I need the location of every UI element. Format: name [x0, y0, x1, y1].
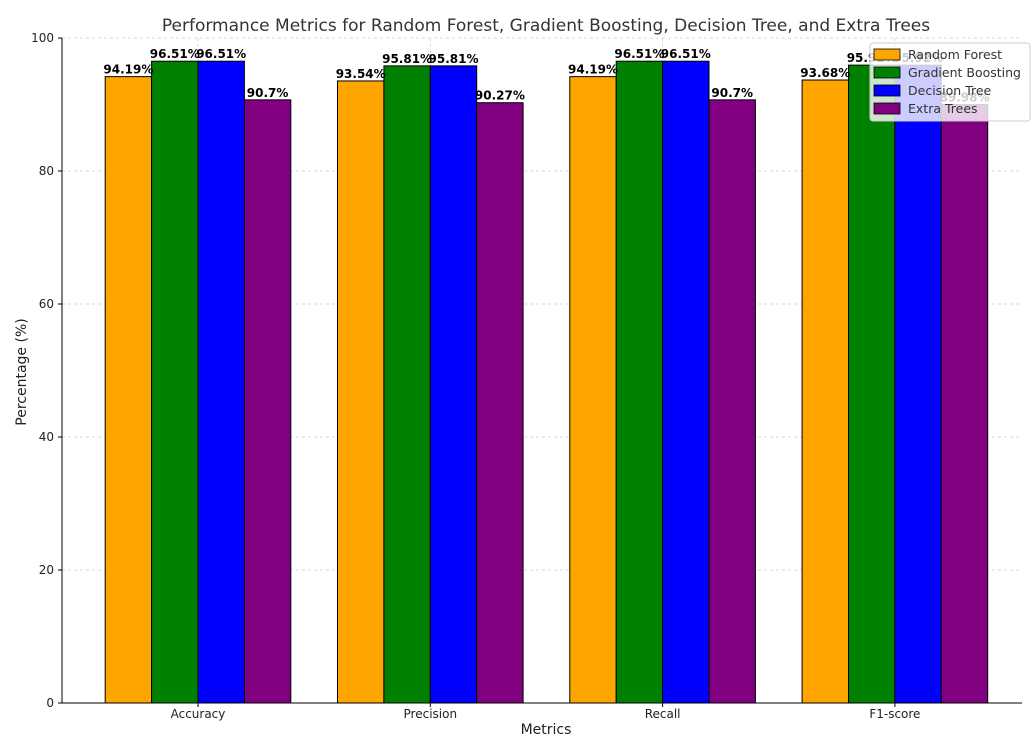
bar-random-forest-accuracy — [104, 76, 153, 704]
bar-random-forest-precision — [337, 80, 385, 704]
data-label: 94.19% — [568, 63, 618, 77]
y-axis-label: Percentage (%) — [14, 318, 30, 425]
bar-decision-tree-precision — [429, 65, 478, 704]
data-label: 93.68% — [800, 66, 850, 80]
bar-decision-tree-accuracy — [197, 60, 245, 704]
bar-extra-trees-precision — [476, 102, 524, 704]
data-label: 96.51% — [661, 47, 711, 61]
data-label: 93.54% — [336, 67, 386, 81]
legend: Random Forest Gradient Boosting Decision T… — [869, 42, 1031, 122]
y-tick-label: 80 — [39, 164, 54, 178]
legend-box — [869, 42, 1031, 122]
data-label: 96.51% — [614, 47, 664, 61]
legend-swatch — [873, 66, 901, 79]
bar-gradient-boosting-recall — [615, 60, 664, 704]
y-tick-label: 100 — [31, 31, 54, 45]
data-label: 90.27% — [475, 89, 525, 103]
data-label: 95.81% — [429, 52, 479, 66]
bar-extra-trees-recall — [708, 99, 756, 704]
axes — [58, 37, 1022, 707]
legend-label: Decision Tree — [908, 83, 992, 98]
data-label: 95.81% — [382, 52, 432, 66]
bar-decision-tree-recall — [662, 60, 710, 704]
bar-gradient-boosting-f1-score — [848, 64, 896, 704]
x-tick-label: Recall — [645, 707, 681, 721]
tick-labels-group: 0 20 40 60 80 100 Accuracy Precision Recall F1-sc… — [31, 31, 920, 721]
bar-random-forest-recall — [569, 76, 617, 704]
x-tick-label: F1-score — [869, 707, 920, 721]
bars-group — [104, 60, 989, 704]
bar-gradient-boosting-precision — [383, 65, 431, 704]
legend-label: Extra Trees — [908, 101, 978, 116]
legend-swatch — [873, 84, 901, 97]
chart-title: Performance Metrics for Random Forest, G… — [162, 16, 930, 36]
legend-label: Random Forest — [908, 47, 1002, 62]
bar-extra-trees-f1-score — [940, 104, 989, 704]
x-tick-label: Precision — [404, 707, 458, 721]
bar-decision-tree-f1-score — [894, 64, 942, 704]
y-tick-label: 0 — [46, 696, 54, 710]
data-label: 94.19% — [103, 63, 153, 77]
data-label: 90.7% — [247, 86, 289, 100]
data-label: 90.7% — [711, 86, 753, 100]
legend-swatch — [873, 48, 901, 61]
legend-swatch — [873, 102, 901, 115]
y-tick-label: 60 — [39, 297, 54, 311]
x-axis-label: Metrics — [521, 722, 572, 738]
y-tick-label: 20 — [39, 563, 54, 577]
legend-label: Gradient Boosting — [908, 65, 1021, 80]
x-tick-label: Accuracy — [171, 707, 226, 721]
data-label: 96.51% — [150, 47, 200, 61]
bar-gradient-boosting-accuracy — [151, 60, 199, 704]
bar-extra-trees-accuracy — [243, 99, 292, 704]
bar-random-forest-f1-score — [801, 79, 849, 704]
data-label: 96.51% — [196, 47, 246, 61]
y-tick-label: 40 — [39, 430, 54, 444]
